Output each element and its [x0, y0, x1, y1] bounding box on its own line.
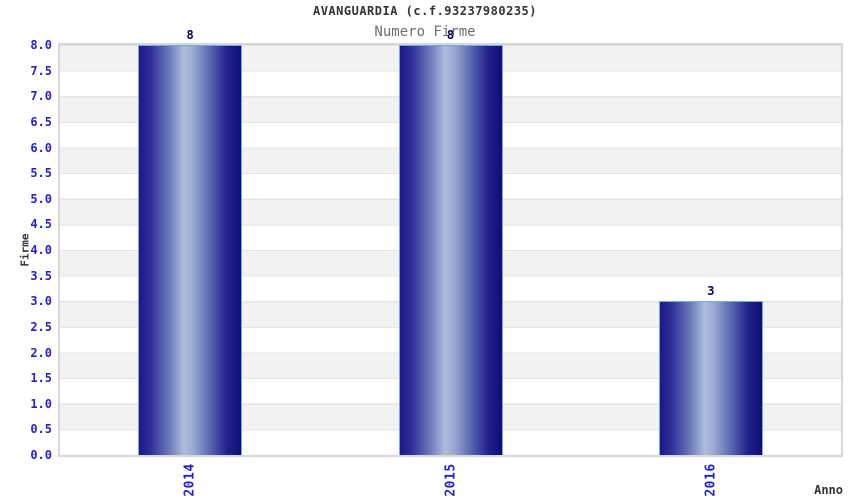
x-tick-label: 2015: [443, 463, 458, 497]
y-tick-label: 3.5: [30, 268, 52, 283]
y-tick-label: 6.0: [30, 140, 52, 155]
y-axis-title: Firme: [18, 233, 32, 267]
y-tick-label: 8.0: [30, 38, 52, 52]
y-tick-label: 3.0: [30, 294, 52, 309]
x-tick-label: 2014: [182, 463, 198, 497]
y-tick-label: 7.0: [30, 89, 52, 104]
y-tick-label: 5.0: [30, 191, 52, 206]
y-tick-label: 7.5: [30, 63, 52, 78]
y-tick-label: 0.5: [30, 422, 52, 437]
plot-area: [58, 43, 843, 457]
y-tick-label: 0.0: [30, 448, 52, 462]
y-tick-label: 1.5: [30, 371, 52, 386]
y-tick-label: 4.5: [30, 217, 52, 232]
y-tick-label: 2.0: [30, 345, 52, 360]
chart-subtitle: Numero Firme: [374, 24, 476, 40]
chart-title: AVANGUARDIA (c.f.93237980235): [312, 4, 537, 18]
y-tick-label: 2.5: [30, 319, 52, 334]
x-tick-label: 2016: [703, 463, 719, 497]
y-tick-label: 6.5: [30, 114, 52, 129]
x-axis-title: Anno: [814, 483, 843, 497]
y-tick-label: 5.5: [30, 166, 52, 181]
y-tick-label: 1.0: [30, 396, 52, 411]
